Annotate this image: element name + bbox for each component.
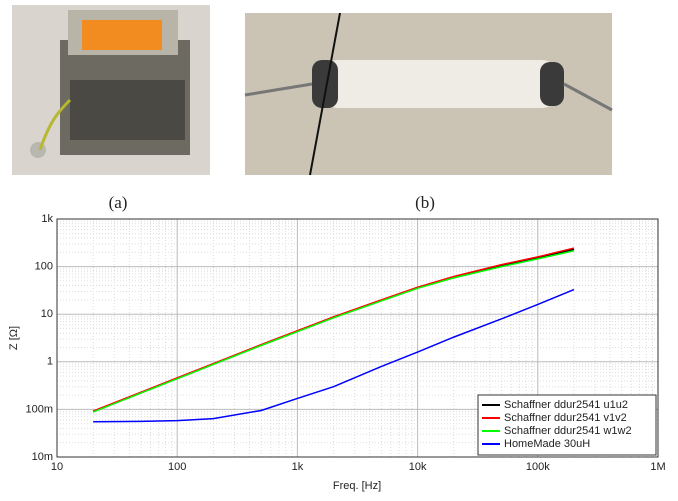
x-tick-label: 100 [168, 461, 186, 473]
legend-box [477, 394, 657, 456]
y-tick-label: 1k [41, 213, 53, 225]
plot-frame [56, 218, 659, 458]
x-tick-label: 1M [650, 461, 665, 473]
y-tick-label: 10m [32, 451, 53, 463]
y-tick-label: 1 [47, 356, 53, 368]
y-tick-label: 100 [35, 261, 53, 273]
series-line [93, 288, 575, 423]
photo-transformer [12, 5, 210, 175]
x-tick-label: 10 [51, 461, 63, 473]
y-tick-label: 100m [25, 403, 53, 415]
x-tick-label: 10k [409, 461, 427, 473]
y-tick-label: 10 [41, 308, 53, 320]
y-axis-label: Z [Ω] [8, 326, 20, 350]
caption: (b) [415, 193, 435, 212]
legend-label: Schaffner ddur2541 u1u2 [504, 399, 628, 411]
series-line [92, 250, 575, 413]
x-axis-label: Freq. [Hz] [333, 480, 381, 492]
caption: (a) [109, 193, 128, 212]
legend-label: Schaffner ddur2541 v1v2 [504, 412, 627, 424]
legend-label: Schaffner ddur2541 w1w2 [504, 425, 632, 437]
x-tick-label: 1k [292, 461, 304, 473]
series-line [92, 247, 575, 412]
x-tick-label: 100k [526, 461, 550, 473]
legend-label: HomeMade 30uH [504, 438, 590, 450]
photo-inductor [244, 12, 613, 176]
